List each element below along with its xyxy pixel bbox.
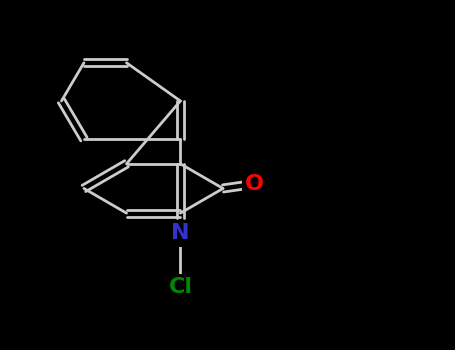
Text: N: N <box>171 223 190 243</box>
Text: Cl: Cl <box>168 277 192 297</box>
Text: O: O <box>245 174 264 194</box>
